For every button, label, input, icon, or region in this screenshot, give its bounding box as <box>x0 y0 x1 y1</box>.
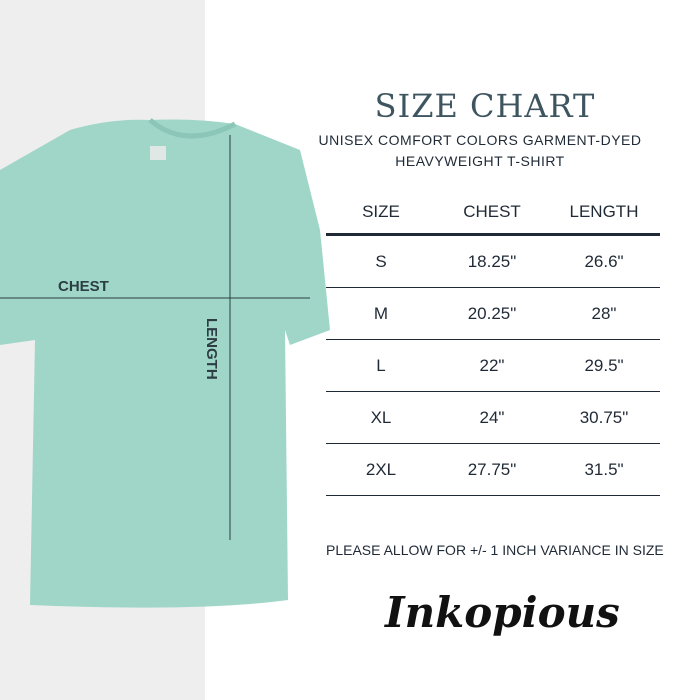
table-row: L 22" 29.5" <box>326 340 660 392</box>
tshirt-image <box>0 118 330 608</box>
table-row: M 20.25" 28" <box>326 288 660 340</box>
size-cell: 2XL <box>365 459 397 479</box>
subtitle-line1: UNISEX COMFORT COLORS GARMENT-DYED <box>318 132 642 148</box>
chest-cell: 24" <box>479 407 505 427</box>
chest-cell: 22" <box>479 355 505 375</box>
size-cell: XL <box>370 407 392 427</box>
header-chest: CHEST <box>463 201 521 221</box>
table-header: SIZE CHEST LENGTH <box>326 190 660 236</box>
variance-note: PLEASE ALLOW FOR +/- 1 INCH VARIANCE IN … <box>326 542 664 558</box>
length-cell: 28" <box>591 303 617 323</box>
size-cell: S <box>375 251 387 271</box>
table-row: 2XL 27.75" 31.5" <box>326 444 660 496</box>
length-cell: 29.5" <box>584 355 624 375</box>
size-table: SIZE CHEST LENGTH S 18.25" 26.6" M 20.25" 28… <box>326 190 660 496</box>
size-cell: L <box>376 355 386 375</box>
table-row: S 18.25" 26.6" <box>326 236 660 288</box>
page-title: SIZE CHART <box>374 87 596 125</box>
subtitle-line2: HEAVYWEIGHT T-SHIRT <box>395 153 565 169</box>
length-label: LENGTH <box>203 318 220 380</box>
brand-logo: Inkopious <box>385 588 620 637</box>
chest-label: CHEST <box>58 278 109 295</box>
header-length: LENGTH <box>569 201 639 221</box>
length-cell: 31.5" <box>584 459 624 479</box>
size-cell: M <box>373 303 389 323</box>
table-row: XL 24" 30.75" <box>326 392 660 444</box>
header-size: SIZE <box>362 201 400 221</box>
length-cell: 30.75" <box>579 407 629 427</box>
chest-cell: 18.25" <box>467 251 517 271</box>
chest-cell: 20.25" <box>467 303 517 323</box>
length-cell: 26.6" <box>584 251 624 271</box>
chest-cell: 27.75" <box>467 459 517 479</box>
